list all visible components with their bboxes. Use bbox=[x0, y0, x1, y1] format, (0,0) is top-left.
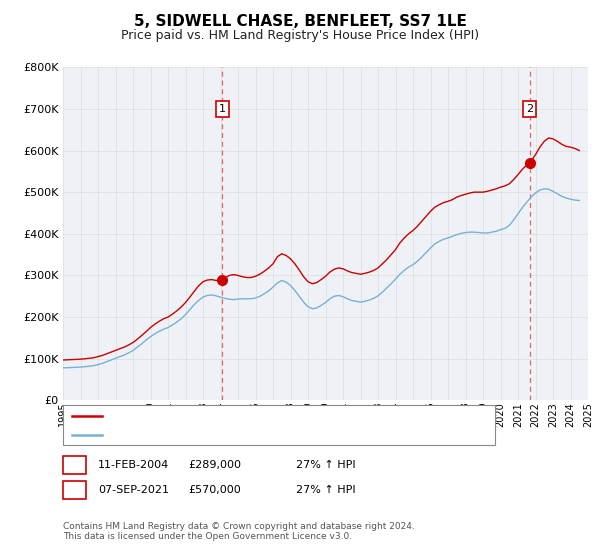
Text: 2: 2 bbox=[71, 485, 78, 495]
Text: 27% ↑ HPI: 27% ↑ HPI bbox=[296, 485, 355, 495]
Text: 11-FEB-2004: 11-FEB-2004 bbox=[98, 460, 169, 470]
Text: 2: 2 bbox=[526, 104, 533, 114]
Text: £570,000: £570,000 bbox=[188, 485, 241, 495]
Text: 27% ↑ HPI: 27% ↑ HPI bbox=[296, 460, 355, 470]
Text: 5, SIDWELL CHASE, BENFLEET, SS7 1LE: 5, SIDWELL CHASE, BENFLEET, SS7 1LE bbox=[134, 14, 466, 29]
Text: 07-SEP-2021: 07-SEP-2021 bbox=[98, 485, 169, 495]
Text: Contains HM Land Registry data © Crown copyright and database right 2024.
This d: Contains HM Land Registry data © Crown c… bbox=[63, 522, 415, 542]
Text: 1: 1 bbox=[219, 104, 226, 114]
Text: Price paid vs. HM Land Registry's House Price Index (HPI): Price paid vs. HM Land Registry's House … bbox=[121, 29, 479, 42]
Text: 1: 1 bbox=[71, 460, 78, 470]
Text: £289,000: £289,000 bbox=[188, 460, 241, 470]
Text: 5, SIDWELL CHASE, BENFLEET, SS7 1LE (detached house): 5, SIDWELL CHASE, BENFLEET, SS7 1LE (det… bbox=[107, 411, 407, 421]
Text: HPI: Average price, detached house, Castle Point: HPI: Average price, detached house, Cast… bbox=[107, 430, 362, 440]
